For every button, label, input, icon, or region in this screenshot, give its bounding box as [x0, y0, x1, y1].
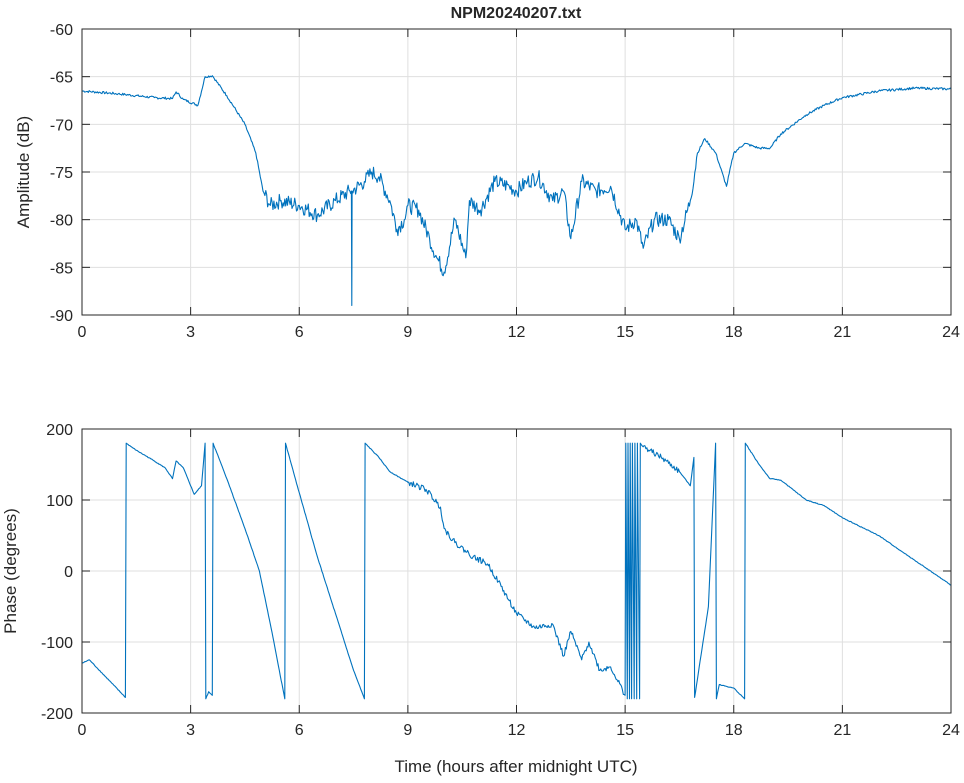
y-tick-label: -65: [50, 70, 73, 87]
amplitude-axes: 0 3 6 9 12 15 18 21 24 -60 -65 -70 -75 -80 -85 -90: [50, 22, 960, 341]
y-tick-label: -200: [41, 706, 73, 723]
y-tick-label: 100: [46, 493, 73, 510]
x-tick-label: 21: [833, 324, 851, 341]
phase-axes: 0 3 6 9 12 15 18 21 24 200 100 0 -100 -200: [41, 422, 960, 739]
x-tick-label: 18: [725, 722, 743, 739]
x-tick-label: 12: [508, 722, 526, 739]
series-line-amplitude: [81, 75, 952, 307]
x-tick-label: 6: [295, 722, 304, 739]
y-tick-label: -80: [50, 213, 73, 230]
axes-box: [81, 428, 952, 714]
y-tick-label: -90: [50, 308, 73, 325]
x-tick-label: 15: [616, 324, 634, 341]
phase-y-label: Phase (degrees): [1, 508, 20, 634]
x-tick-label: 3: [186, 722, 195, 739]
x-tick-label: 18: [725, 324, 743, 341]
y-tick-label: -100: [41, 635, 73, 652]
x-tick-label: 15: [616, 722, 634, 739]
x-tick-label: 24: [942, 722, 960, 739]
x-tick-label: 12: [508, 324, 526, 341]
y-tick-label: -60: [50, 22, 73, 39]
x-axis-label: Time (hours after midnight UTC): [394, 757, 637, 776]
y-tick-label: -75: [50, 165, 73, 182]
amplitude-y-label: Amplitude (dB): [14, 116, 33, 228]
y-tick-label: -70: [50, 117, 73, 134]
x-tick-label: 6: [295, 324, 304, 341]
x-tick-label: 3: [186, 324, 195, 341]
series-line-phase: [81, 442, 952, 700]
x-tick-label: 21: [833, 722, 851, 739]
y-tick-label: 0: [64, 564, 73, 581]
y-tick-label: 200: [46, 422, 73, 439]
x-tick-label: 9: [403, 324, 412, 341]
x-tick-label: 24: [942, 324, 960, 341]
x-tick-label: 0: [78, 324, 87, 341]
x-tick-label: 9: [403, 722, 412, 739]
y-tick-label: -85: [50, 260, 73, 277]
x-tick-label: 0: [78, 722, 87, 739]
chart-title: NPM20240207.txt: [451, 5, 582, 22]
axes-box: [81, 28, 952, 316]
